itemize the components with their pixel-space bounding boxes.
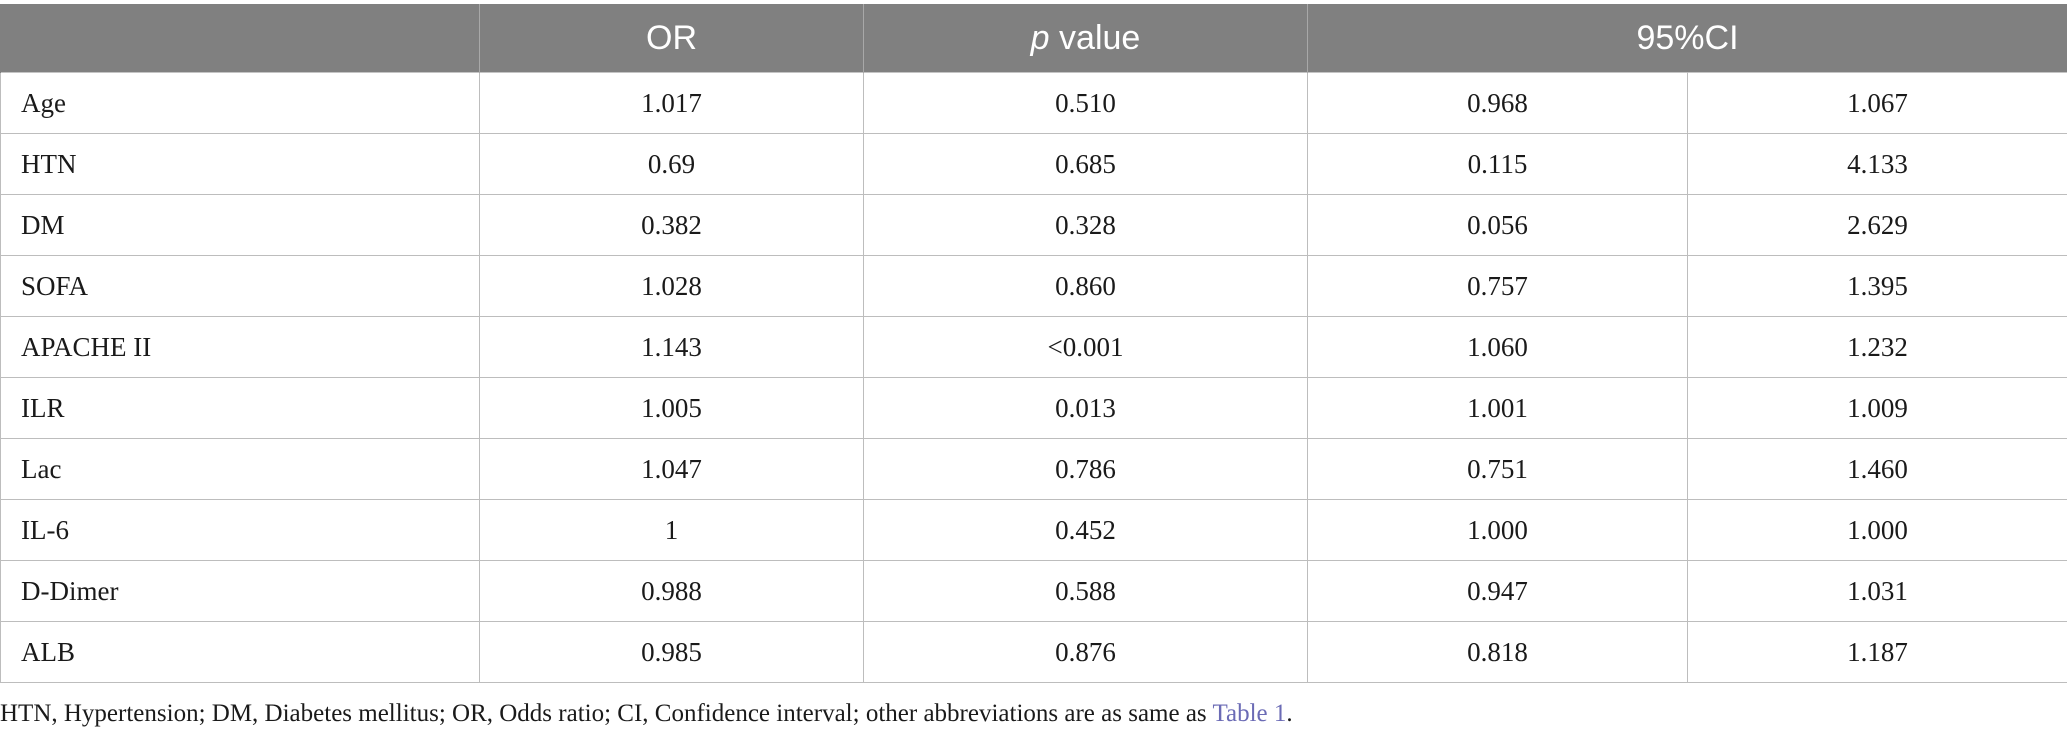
table-row: HTN 0.69 0.685 0.115 4.133 [0, 133, 2067, 195]
cell-ci-high: 4.133 [1687, 133, 2067, 195]
row-label: ALB [0, 621, 480, 683]
table-footnote: HTN, Hypertension; DM, Diabetes mellitus… [0, 700, 1293, 728]
row-label: DM [0, 194, 480, 256]
cell-p-value: 0.860 [863, 255, 1308, 317]
table-row: ALB 0.985 0.876 0.818 1.187 [0, 621, 2067, 683]
cell-ci-low: 0.751 [1307, 438, 1688, 500]
table-row: IL-6 1 0.452 1.000 1.000 [0, 499, 2067, 561]
footnote-text: HTN, Hypertension; DM, Diabetes mellitus… [0, 700, 1213, 727]
cell-p-value: 0.510 [863, 72, 1308, 134]
cell-or: 1.028 [479, 255, 864, 317]
cell-ci-high: 1.187 [1687, 621, 2067, 683]
header-p-rest: value [1049, 18, 1141, 57]
table-row: SOFA 1.028 0.860 0.757 1.395 [0, 255, 2067, 317]
cell-or: 1 [479, 499, 864, 561]
cell-ci-low: 1.001 [1307, 377, 1688, 439]
cell-or: 0.382 [479, 194, 864, 256]
cell-or: 0.988 [479, 560, 864, 622]
header-row: OR p value 95%CI [0, 4, 2067, 73]
table-row: ILR 1.005 0.013 1.001 1.009 [0, 377, 2067, 439]
cell-or: 1.143 [479, 316, 864, 378]
table-row: Age 1.017 0.510 0.968 1.067 [0, 72, 2067, 134]
cell-ci-high: 1.000 [1687, 499, 2067, 561]
row-label: HTN [0, 133, 480, 195]
cell-p-value: 0.786 [863, 438, 1308, 500]
row-label: Lac [0, 438, 480, 500]
cell-ci-low: 1.060 [1307, 316, 1688, 378]
cell-ci-high: 1.232 [1687, 316, 2067, 378]
table-row: D-Dimer 0.988 0.588 0.947 1.031 [0, 560, 2067, 622]
table-body: Age 1.017 0.510 0.968 1.067 HTN 0.69 0.685 0.115… [0, 72, 2067, 683]
row-label: SOFA [0, 255, 480, 317]
cell-ci-high: 2.629 [1687, 194, 2067, 256]
footnote-table-link[interactable]: Table 1 [1212, 700, 1287, 727]
cell-ci-low: 0.968 [1307, 72, 1688, 134]
cell-or: 0.69 [479, 133, 864, 195]
cell-ci-high: 1.009 [1687, 377, 2067, 439]
table-row: DM 0.382 0.328 0.056 2.629 [0, 194, 2067, 256]
table-row: APACHE II 1.143 <0.001 1.060 1.232 [0, 316, 2067, 378]
cell-ci-high: 1.031 [1687, 560, 2067, 622]
cell-p-value: 0.013 [863, 377, 1308, 439]
results-table: OR p value 95%CI Age 1.017 0.510 0.968 1.067… [0, 4, 2067, 683]
cell-ci-low: 0.947 [1307, 560, 1688, 622]
row-label: IL-6 [0, 499, 480, 561]
table-container: OR p value 95%CI Age 1.017 0.510 0.968 1.067… [0, 4, 2067, 683]
cell-ci-high: 1.395 [1687, 255, 2067, 317]
cell-p-value: 0.685 [863, 133, 1308, 195]
footnote-end: . [1286, 700, 1293, 727]
header-p-value: p value [863, 4, 1308, 73]
cell-or: 1.017 [479, 72, 864, 134]
cell-ci-low: 0.056 [1307, 194, 1688, 256]
cell-or: 1.047 [479, 438, 864, 500]
header-blank [0, 4, 480, 73]
cell-ci-low: 0.757 [1307, 255, 1688, 317]
cell-ci-low: 1.000 [1307, 499, 1688, 561]
cell-ci-low: 0.818 [1307, 621, 1688, 683]
header-ci: 95%CI [1307, 4, 2067, 73]
cell-p-value: 0.588 [863, 560, 1308, 622]
cell-ci-low: 0.115 [1307, 133, 1688, 195]
table-row: Lac 1.047 0.786 0.751 1.460 [0, 438, 2067, 500]
cell-or: 0.985 [479, 621, 864, 683]
row-label: D-Dimer [0, 560, 480, 622]
cell-p-value: 0.452 [863, 499, 1308, 561]
cell-p-value: 0.876 [863, 621, 1308, 683]
cell-or: 1.005 [479, 377, 864, 439]
header-p-italic: p [1030, 18, 1050, 57]
cell-ci-high: 1.067 [1687, 72, 2067, 134]
cell-ci-high: 1.460 [1687, 438, 2067, 500]
row-label: APACHE II [0, 316, 480, 378]
header-or: OR [479, 4, 864, 73]
cell-p-value: 0.328 [863, 194, 1308, 256]
cell-p-value: <0.001 [863, 316, 1308, 378]
row-label: ILR [0, 377, 480, 439]
row-label: Age [0, 72, 480, 134]
